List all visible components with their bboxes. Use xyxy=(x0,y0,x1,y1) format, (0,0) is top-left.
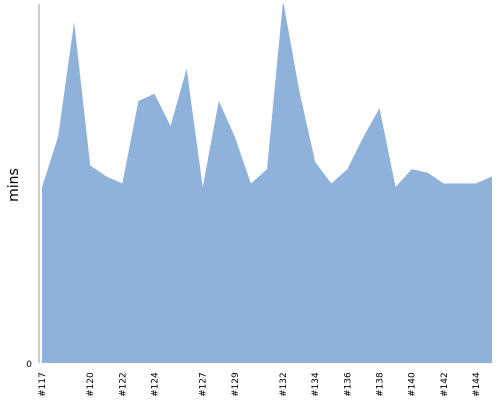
x-tick-labels: #117 #120 #122 #124 #127 #129 #132 #134 #136 #138… xyxy=(38,372,482,397)
x-tick-label: #117 xyxy=(38,372,48,397)
x-tick-label: #140 xyxy=(408,372,418,397)
y-axis-label: mins xyxy=(6,168,22,202)
x-tick-label: #142 xyxy=(440,372,450,397)
x-tick-label: #120 xyxy=(86,372,96,397)
x-tick-label: #134 xyxy=(311,372,321,397)
x-tick-label: #129 xyxy=(231,372,241,397)
x-tick-label: #132 xyxy=(279,372,289,397)
x-tick-label: #144 xyxy=(472,372,482,397)
x-tick-label: #138 xyxy=(376,372,386,397)
x-tick-label: #127 xyxy=(199,372,209,397)
x-tick-label: #122 xyxy=(118,372,128,397)
area-series xyxy=(42,4,492,363)
y-tick-label: 0 xyxy=(26,360,32,370)
x-tick-label: #124 xyxy=(151,372,161,397)
x-tick-label: #136 xyxy=(343,372,353,397)
